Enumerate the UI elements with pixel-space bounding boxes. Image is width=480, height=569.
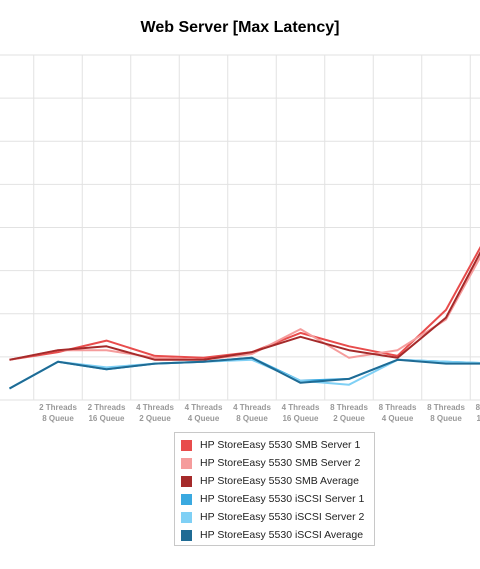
legend-label: HP StoreEasy 5530 SMB Server 2 [200, 457, 361, 469]
legend-swatch [181, 493, 192, 505]
legend-item[interactable]: HP StoreEasy 5530 iSCSI Server 2 [181, 508, 374, 526]
series-line-4 [9, 356, 480, 390]
legend-label: HP StoreEasy 5530 SMB Average [200, 475, 359, 487]
legend-label: HP StoreEasy 5530 iSCSI Server 2 [200, 511, 365, 523]
legend-swatch [181, 511, 192, 523]
legend-item[interactable]: HP StoreEasy 5530 SMB Server 2 [181, 454, 374, 472]
legend-swatch [181, 475, 192, 487]
series-line-6 [9, 356, 480, 390]
series-line-3 [9, 250, 480, 361]
legend-item[interactable]: HP StoreEasy 5530 SMB Server 1 [181, 436, 374, 454]
legend-item[interactable]: HP StoreEasy 5530 iSCSI Server 1 [181, 490, 374, 508]
x-tick-label: 8 Threads 2 Queue [330, 403, 368, 423]
chart-title: Web Server [Max Latency] [140, 19, 340, 36]
series-line-5 [9, 358, 480, 390]
x-tick-label: 8 Threads 8 Queue [427, 403, 465, 423]
series-lines [9, 245, 480, 390]
x-tick-label: 8 Threads 4 Queue [379, 403, 417, 423]
series-line-2 [9, 255, 480, 361]
x-axis-tick-labels: 2 Threads 8 Queue 2 Threads 16 Queue 4 Threa… [39, 403, 480, 423]
x-tick-label: 4 Threads 2 Queue [136, 403, 174, 423]
x-tick-label: 2 Threads 8 Queue [39, 403, 77, 423]
legend-label: HP StoreEasy 5530 SMB Server 1 [200, 439, 361, 451]
legend-label: HP StoreEasy 5530 iSCSI Server 1 [200, 493, 365, 505]
legend-item[interactable]: HP StoreEasy 5530 SMB Average [181, 472, 374, 490]
legend-swatch [181, 529, 192, 541]
x-tick-label: 4 Threads 16 Queue [282, 403, 320, 423]
legend: HP StoreEasy 5530 SMB Server 1 HP StoreEa… [174, 432, 375, 546]
legend-swatch [181, 439, 192, 451]
x-tick-label: 2 Threads 16 Queue [88, 403, 126, 423]
legend-label: HP StoreEasy 5530 iSCSI Average [200, 529, 364, 541]
x-tick-label: 4 Threads 8 Queue [233, 403, 271, 423]
legend-swatch [181, 457, 192, 469]
x-tick-label: 4 Threads 4 Queue [185, 403, 223, 423]
legend-item[interactable]: HP StoreEasy 5530 iSCSI Average [181, 526, 374, 544]
